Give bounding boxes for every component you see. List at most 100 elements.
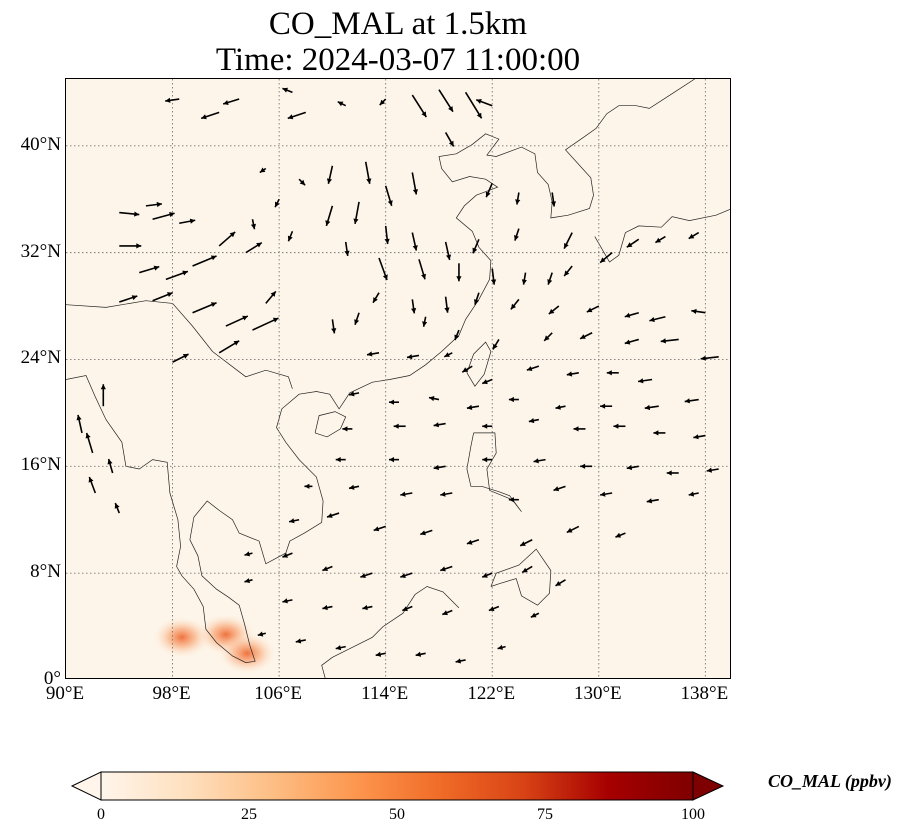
wind-arrow-13: [225, 315, 249, 327]
map-time: Time: 2024-03-07 11:00:00: [215, 42, 581, 78]
map-panel: [65, 78, 731, 679]
wind-arrow-24: [379, 98, 387, 106]
wind-arrow-134: [615, 532, 626, 538]
wind-arrow-89: [606, 370, 619, 376]
colorbar-extend-max: [692, 771, 725, 801]
wind-arrow-92: [389, 399, 399, 405]
lat-tick-label: 32°N: [20, 240, 61, 262]
wind-arrow-127: [288, 518, 300, 524]
wind-arrow-77: [543, 332, 553, 342]
coastline-7: [66, 300, 293, 389]
wind-arrow-101: [393, 423, 406, 429]
wind-arrow-12: [192, 301, 217, 314]
lat-tick-label: 8°N: [30, 561, 61, 583]
lon-tick-label: 98°E: [152, 683, 191, 704]
wind-arrow-71: [691, 308, 706, 314]
coastline-4: [490, 548, 552, 606]
coastline-0: [66, 79, 695, 663]
wind-arrow-107: [653, 430, 666, 436]
wind-arrow-124: [599, 491, 613, 497]
wind-arrow-44: [353, 201, 360, 225]
lat-tick-label: 40°N: [20, 133, 61, 155]
wind-arrow-106: [613, 423, 626, 429]
wind-arrow-109: [335, 457, 346, 463]
wind-arrow-76: [492, 339, 500, 350]
wind-arrow-132: [519, 539, 533, 547]
wind-arrow-63: [411, 299, 417, 314]
wind-arrow-21: [282, 87, 293, 94]
wind-arrow-158: [497, 644, 506, 650]
colorbar-gradient: [100, 771, 694, 801]
wind-arrow-84: [443, 352, 453, 358]
wind-arrow-35: [411, 172, 418, 195]
wind-arrow-136: [282, 552, 293, 558]
wind-arrow-155: [375, 651, 386, 657]
wind-arrow-9: [245, 241, 263, 254]
wind-arrow-139: [400, 572, 413, 578]
wind-arrow-148: [402, 605, 413, 612]
wind-arrow-144: [244, 578, 253, 584]
co-hotspot-0: [153, 617, 210, 658]
wind-arrow-30: [274, 198, 280, 208]
wind-arrow-129: [373, 525, 386, 532]
coastline-2: [466, 341, 492, 387]
wind-arrow-118: [304, 483, 313, 489]
wind-arrow-143: [555, 579, 566, 587]
wind-arrow-32: [326, 165, 334, 184]
co-hotspot-2: [219, 633, 276, 674]
wind-arrow-49: [514, 228, 520, 241]
wind-arrow-126: [688, 491, 699, 497]
wind-arrow-95: [508, 396, 519, 403]
wind-arrow-7: [192, 255, 217, 267]
wind-arrow-6: [165, 270, 189, 281]
wind-arrow-114: [580, 463, 593, 469]
wind-arrow-147: [362, 605, 373, 611]
wind-arrow-152: [257, 631, 266, 637]
wind-arrow-40: [563, 232, 573, 249]
wind-arrow-125: [646, 498, 659, 504]
wind-arrow-28: [475, 98, 493, 107]
wind-arrow-115: [626, 464, 639, 471]
wind-arrow-137: [322, 565, 333, 572]
wind-arrow-85: [461, 365, 473, 373]
colorbar-tick-label: 25: [241, 806, 257, 823]
wind-arrow-91: [348, 391, 360, 397]
wind-arrow-78: [579, 332, 593, 340]
wind-arrow-88: [566, 371, 579, 377]
wind-arrow-51: [378, 257, 388, 281]
wind-vectors: [76, 87, 719, 664]
map-canvas: [66, 79, 730, 678]
wind-arrow-46: [411, 232, 418, 251]
colorbar-label: CO_MAL (ppbv): [768, 771, 892, 791]
wind-arrow-43: [325, 205, 334, 227]
wind-arrow-146: [322, 605, 333, 611]
wind-arrow-45: [384, 225, 390, 244]
wind-arrow-93: [428, 396, 440, 402]
wind-arrow-157: [455, 658, 466, 664]
wind-arrow-130: [420, 529, 433, 536]
colorbar-tick-label: 75: [537, 806, 553, 823]
lon-tick-label: 114°E: [361, 683, 409, 704]
wind-arrow-19: [200, 111, 220, 120]
wind-arrow-57: [563, 265, 573, 277]
lon-tick-label: 106°E: [254, 683, 302, 704]
wind-arrow-27: [464, 91, 483, 119]
wind-arrow-81: [700, 355, 719, 361]
wind-arrow-105: [573, 426, 586, 432]
wind-arrow-33: [364, 161, 372, 184]
wind-arrow-87: [526, 365, 540, 371]
wind-arrow-62: [372, 292, 380, 304]
coastline-6: [594, 208, 730, 263]
wind-arrow-131: [466, 539, 480, 545]
wind-arrow-161: [76, 414, 83, 434]
wind-arrow-10: [119, 295, 138, 303]
lon-tick-label: 138°E: [680, 683, 729, 704]
colorbar: [70, 771, 725, 801]
wind-arrow-48: [472, 238, 480, 254]
wind-arrow-65: [474, 292, 480, 305]
wind-arrow-116: [666, 470, 679, 476]
wind-arrow-75: [454, 329, 460, 341]
wind-arrow-70: [649, 315, 666, 322]
wind-arrow-53: [456, 263, 462, 282]
coastlines: [66, 79, 730, 678]
